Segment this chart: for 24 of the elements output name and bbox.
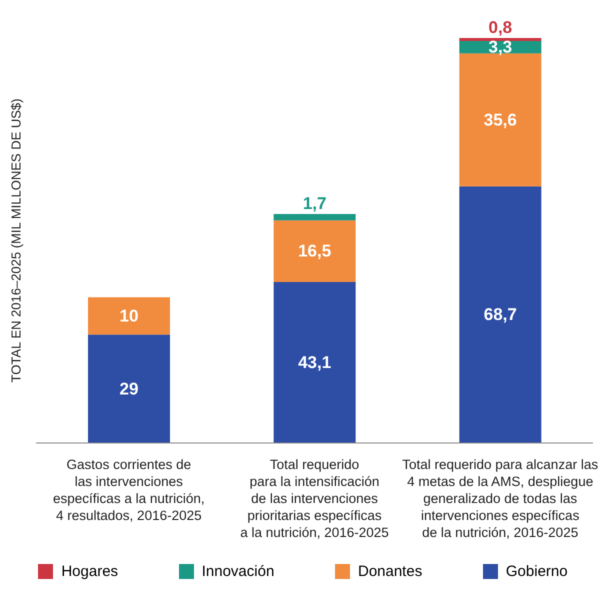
bar — [88, 297, 170, 335]
data-label: 35,6 — [484, 110, 517, 130]
bar — [459, 186, 542, 443]
data-label: 68,7 — [484, 305, 517, 324]
bar — [274, 282, 356, 443]
data-label: 10 — [120, 306, 138, 326]
data-label: 0,8 — [488, 18, 512, 37]
x-tick-label: Gastos corrientes de las intervenciones específicas a la nutrición, 4 resultados, 2016-2025 — [53, 457, 205, 523]
bar — [274, 220, 356, 282]
data-label: 16,5 — [298, 242, 332, 261]
y-axis-title: TOTAL EN 2016–2025 (MIL MILLONES DE US$) — [8, 98, 24, 382]
x-tick-label: Total requerido para alcanzar las 4 metas de la AMS, despliegue generalizado de todas las intervenciones específicas de la nutrición, 2016-2025 — [402, 457, 598, 540]
bar — [274, 214, 356, 220]
data-label: 1,7 — [302, 194, 326, 213]
legend-label: Gobierno — [506, 563, 568, 580]
legend-label: Donantes — [358, 563, 422, 580]
legend-label: Innovación — [202, 563, 274, 580]
bar — [88, 334, 170, 443]
legend-label: Hogares — [61, 563, 118, 580]
bar — [459, 38, 542, 41]
data-label: 3,3 — [488, 38, 512, 57]
data-label: 43,1 — [298, 352, 332, 372]
data-label: 29 — [120, 379, 138, 398]
x-tick-label: Total requerido para la intensificación de las intervenciones prioritarias específicas a la nutrición, 2016-2025 — [240, 457, 389, 540]
